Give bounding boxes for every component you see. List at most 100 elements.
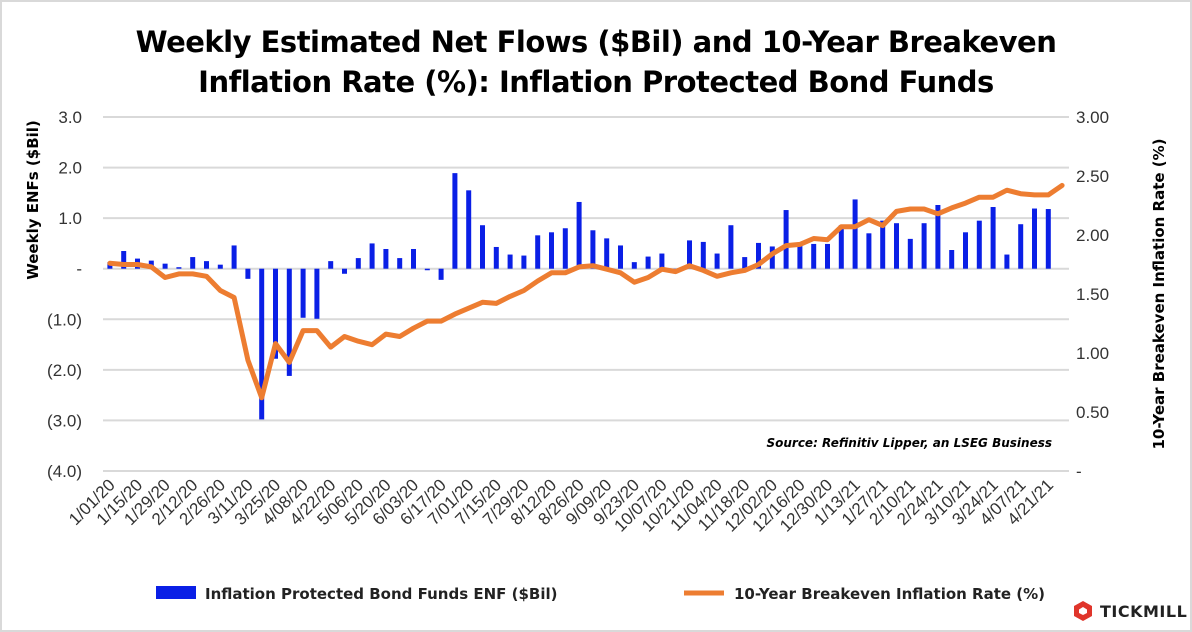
right-tick-label: 1.00 xyxy=(1076,344,1109,363)
legend-bar-swatch xyxy=(156,586,196,599)
bar xyxy=(742,257,748,269)
gridlines xyxy=(103,116,1069,472)
bar xyxy=(894,223,899,269)
bar xyxy=(783,210,789,269)
bar xyxy=(328,261,334,269)
bar xyxy=(162,263,168,269)
bar xyxy=(797,245,803,269)
right-tick-label: - xyxy=(1076,462,1082,481)
left-tick-label: 2.0 xyxy=(58,159,82,178)
left-axis-ticks: 3.0 2.0 1.0 - (1.0) (2.0) (3.0) (4.0) xyxy=(47,108,82,481)
right-tick-label: 2.00 xyxy=(1076,226,1109,245)
bar xyxy=(949,250,955,269)
bar xyxy=(976,220,982,269)
bar xyxy=(700,241,706,269)
bar xyxy=(659,253,665,269)
bar xyxy=(204,261,209,269)
left-tick-label: - xyxy=(76,260,82,279)
bar xyxy=(687,240,692,269)
bar xyxy=(1032,208,1037,269)
bar xyxy=(604,238,610,269)
bar xyxy=(397,258,403,269)
bar xyxy=(231,245,237,269)
left-tick-label: (2.0) xyxy=(47,361,82,380)
source-note: Source: Refinitiv Lipper, an LSEG Busine… xyxy=(766,436,1052,450)
bar xyxy=(921,223,927,269)
bar xyxy=(880,220,886,269)
bar xyxy=(852,199,858,269)
left-tick-label: 3.0 xyxy=(58,108,82,127)
left-tick-label: (3.0) xyxy=(47,411,82,430)
bar xyxy=(935,204,941,269)
bar xyxy=(190,257,196,269)
right-tick-label: 0.50 xyxy=(1076,403,1109,422)
bar xyxy=(549,232,554,269)
bar xyxy=(521,255,527,269)
bar xyxy=(1018,224,1024,269)
tickmill-logo: TICKMILL xyxy=(1072,600,1187,622)
legend-bar-label: Inflation Protected Bond Funds ENF ($Bil… xyxy=(205,585,558,603)
bar xyxy=(535,235,541,269)
bar xyxy=(866,233,872,269)
bar xyxy=(480,225,485,269)
legend-line-label: 10-Year Breakeven Inflation Rate (%) xyxy=(734,585,1045,603)
bar xyxy=(507,254,513,269)
bar xyxy=(176,267,182,269)
bar xyxy=(728,225,734,269)
bar xyxy=(438,268,444,280)
breakeven-line xyxy=(107,182,1065,401)
bar xyxy=(314,268,320,319)
bar xyxy=(411,248,416,269)
bar xyxy=(383,248,389,269)
bar xyxy=(576,201,582,269)
bar xyxy=(286,268,292,376)
left-axis-label: Weekly ENFs ($Bil) xyxy=(24,120,42,280)
bar xyxy=(355,258,361,269)
bar xyxy=(493,246,499,269)
bar xyxy=(245,268,251,279)
right-tick-label: 3.00 xyxy=(1076,108,1109,127)
bar xyxy=(1045,209,1051,269)
bar-series xyxy=(107,173,1051,420)
right-tick-label: 2.50 xyxy=(1076,167,1109,186)
bar xyxy=(424,268,430,271)
tickmill-hexagon-icon xyxy=(1074,601,1092,621)
chart-title-line-1: Weekly Estimated Net Flows ($Bil) and 10… xyxy=(135,25,1057,59)
left-tick-label: (1.0) xyxy=(47,310,82,329)
bar xyxy=(618,245,623,269)
bar xyxy=(1004,254,1010,269)
line-series xyxy=(107,182,1065,401)
chart-title-line-2: Inflation Rate (%): Inflation Protected … xyxy=(198,65,994,99)
bar xyxy=(714,253,720,269)
chart-title: Weekly Estimated Net Flows ($Bil) and 10… xyxy=(0,22,1192,102)
bar xyxy=(217,264,223,269)
bar xyxy=(756,242,761,269)
bar xyxy=(121,251,127,269)
bar xyxy=(273,268,278,359)
bar xyxy=(259,268,265,420)
x-axis-ticks: 1/01/201/15/201/29/202/12/202/26/203/11/… xyxy=(65,475,1057,535)
bar xyxy=(300,268,306,318)
right-axis-ticks: 3.00 2.50 2.00 1.50 1.00 0.50 - xyxy=(1076,108,1109,481)
right-tick-label: 1.50 xyxy=(1076,285,1109,304)
bar xyxy=(907,238,913,269)
left-tick-label: (4.0) xyxy=(47,462,82,481)
bar xyxy=(466,190,472,269)
bar xyxy=(590,230,596,269)
bar xyxy=(645,256,651,269)
bar xyxy=(342,268,347,274)
bar xyxy=(963,232,968,269)
bar xyxy=(838,225,844,269)
bar xyxy=(452,173,458,269)
bar xyxy=(990,207,996,269)
bar xyxy=(562,228,568,269)
bar xyxy=(769,246,775,269)
logo-text: TICKMILL xyxy=(1100,601,1188,621)
bar xyxy=(811,243,817,269)
bar xyxy=(369,243,375,269)
bar xyxy=(825,243,830,269)
left-tick-label: 1.0 xyxy=(58,209,82,228)
bar xyxy=(631,262,637,269)
